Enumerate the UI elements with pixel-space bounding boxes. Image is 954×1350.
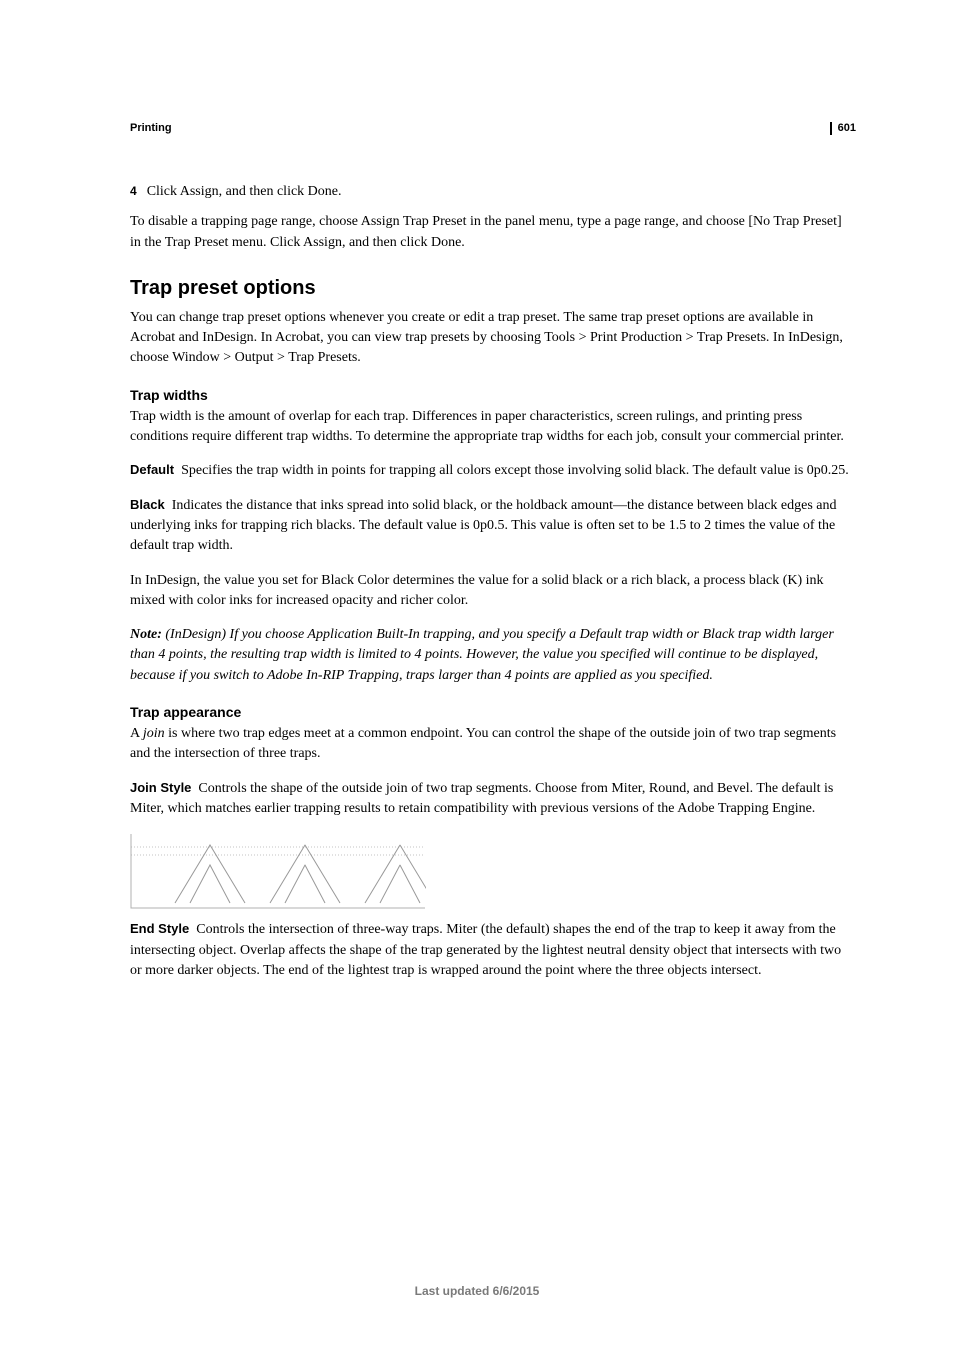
note-text: (InDesign) If you choose Application Bui… [130, 627, 834, 683]
default-definition: Default Specifies the trap width in poin… [130, 461, 854, 481]
note-label: Note: [130, 627, 162, 642]
black-definition: Black Indicates the distance that inks s… [130, 496, 854, 557]
step-4-number: 4 [130, 184, 137, 198]
step-4-text: Click Assign, and then click Done. [147, 184, 342, 199]
black-text: Indicates the distance that inks spread … [130, 498, 837, 554]
join-style-definition: Join Style Controls the shape of the out… [130, 779, 854, 820]
join-style-label: Join Style [130, 780, 191, 795]
join-style-text: Controls the shape of the outside join o… [130, 781, 833, 816]
trap-widths-intro: Trap width is the amount of overlap for … [130, 407, 854, 448]
end-style-label: End Style [130, 921, 189, 936]
heading-trap-preset-options: Trap preset options [130, 277, 854, 300]
page-number: 601 [830, 122, 856, 135]
join-style-svg [130, 833, 426, 909]
trap-preset-intro: You can change trap preset options whene… [130, 308, 854, 369]
step-4: 4 Click Assign, and then click Done. [130, 182, 854, 202]
section-header: Printing [130, 122, 854, 134]
footer-last-updated: Last updated 6/6/2015 [0, 1284, 954, 1298]
note: Note: (InDesign) If you choose Applicati… [130, 625, 854, 686]
black-para-2: In InDesign, the value you set for Black… [130, 571, 854, 612]
default-text: Specifies the trap width in points for t… [181, 463, 849, 478]
page-content: Printing 4 Click Assign, and then click D… [0, 0, 954, 1035]
default-label: Default [130, 462, 174, 477]
appearance-intro: A join is where two trap edges meet at a… [130, 724, 854, 765]
disable-trap-para: To disable a trapping page range, choose… [130, 212, 854, 253]
black-label: Black [130, 497, 165, 512]
join-style-diagram [130, 833, 854, 914]
heading-trap-appearance: Trap appearance [130, 704, 854, 720]
join-term: join [143, 726, 165, 741]
heading-trap-widths: Trap widths [130, 387, 854, 403]
appearance-intro-post: is where two trap edges meet at a common… [130, 726, 836, 761]
end-style-definition: End Style Controls the intersection of t… [130, 920, 854, 981]
end-style-text: Controls the intersection of three-way t… [130, 922, 841, 978]
appearance-intro-pre: A [130, 726, 143, 741]
